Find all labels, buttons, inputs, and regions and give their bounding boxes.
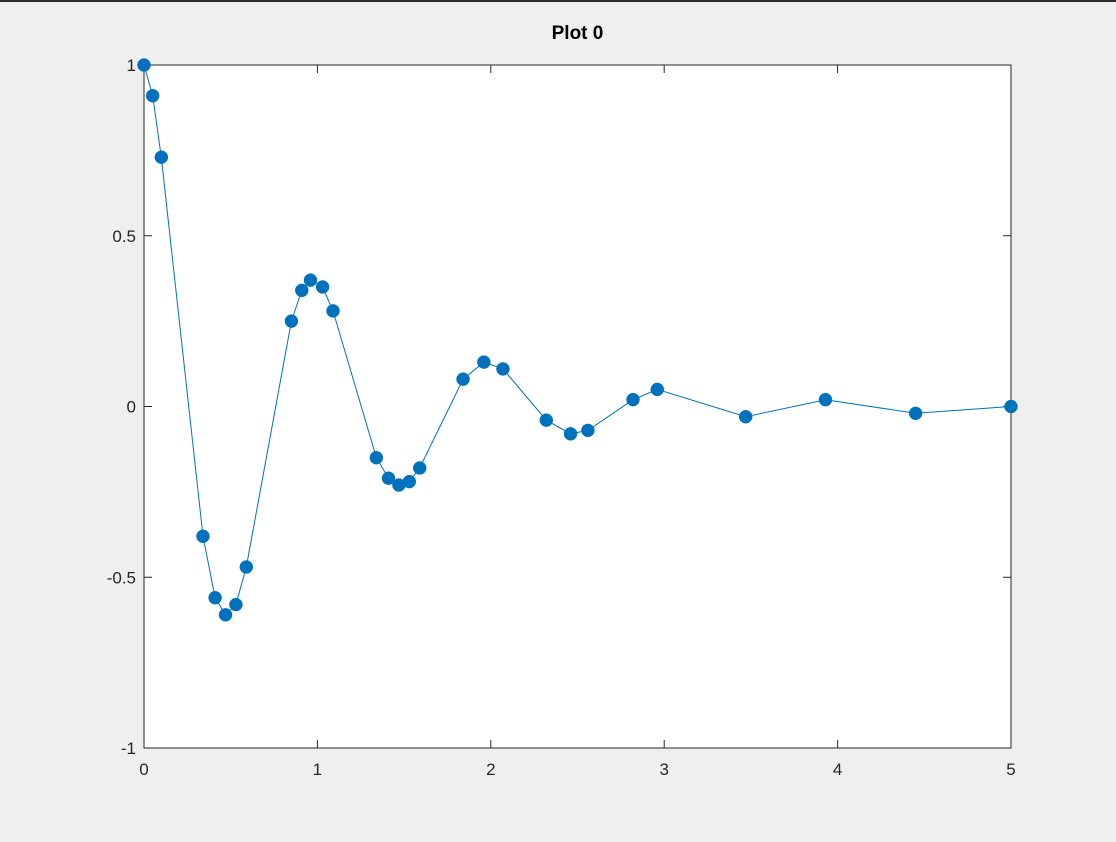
data-point [137, 58, 151, 72]
data-point [381, 471, 396, 485]
data-point [1004, 399, 1018, 414]
y-tick-labels: -1 -0.5 0 0.5 1 [107, 56, 136, 758]
data-point [239, 560, 254, 574]
x-tick-label: 4 [833, 760, 842, 779]
data-point [563, 427, 578, 441]
x-tick-label: 2 [486, 760, 495, 779]
data-point [626, 392, 640, 407]
data-point [218, 608, 233, 622]
data-point [196, 529, 210, 544]
data-point [303, 273, 318, 287]
data-point [818, 392, 833, 407]
y-tick-label: -1 [121, 739, 136, 758]
data-point [456, 372, 470, 386]
data-point [145, 88, 160, 103]
data-point [208, 590, 222, 605]
x-tick-label: 1 [313, 760, 322, 779]
data-point [229, 597, 243, 612]
window-top-border [0, 0, 1116, 2]
chart-title: Plot 0 [552, 23, 604, 44]
axes-area [143, 64, 1012, 749]
y-tick-label: 0.5 [112, 227, 136, 246]
data-point [496, 362, 510, 376]
y-tick-label: -0.5 [107, 568, 136, 587]
x-tick-label: 5 [1006, 760, 1015, 779]
data-point [154, 150, 169, 164]
data-point [295, 283, 309, 298]
data-point [326, 304, 340, 318]
data-point [369, 450, 384, 465]
x-tick-labels: 0 1 2 3 4 5 [139, 760, 1015, 779]
y-tick-label: 1 [127, 56, 136, 75]
x-tick-label: 3 [659, 760, 668, 779]
series-group [137, 58, 1018, 622]
data-point [402, 474, 417, 489]
data-point [539, 413, 554, 427]
data-point [738, 409, 753, 424]
data-point [650, 382, 665, 397]
data-point [315, 280, 330, 294]
data-point [581, 423, 595, 438]
y-tick-label: 0 [127, 398, 136, 417]
data-point [284, 314, 299, 328]
x-tick-label: 0 [139, 760, 148, 779]
data-point [412, 461, 427, 475]
data-point [908, 406, 923, 421]
data-point [477, 355, 491, 369]
